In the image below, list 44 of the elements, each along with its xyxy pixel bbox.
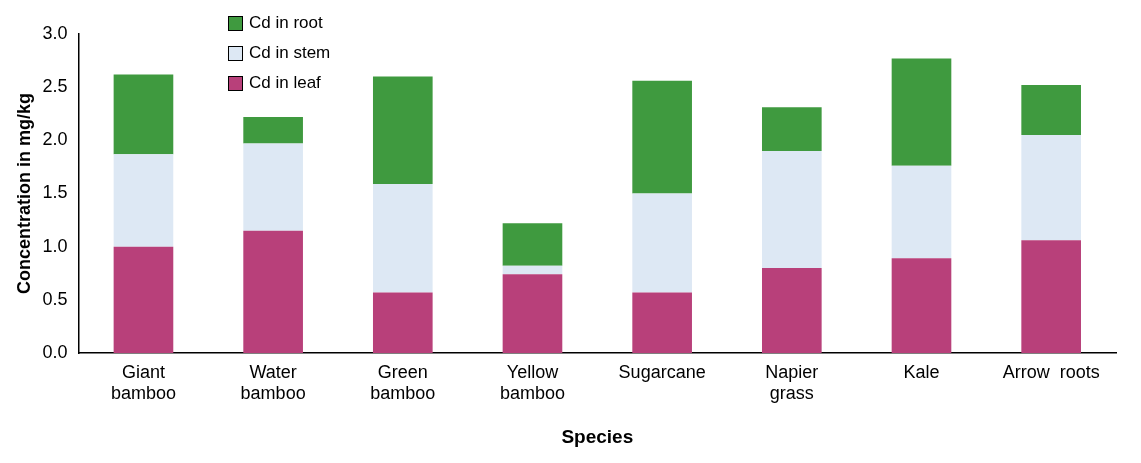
legend-label: Cd in stem	[249, 42, 331, 64]
bar	[891, 258, 952, 353]
bar	[372, 183, 433, 293]
y-axis-title: Concentration in mg/kg	[13, 92, 34, 295]
x-tick-label: Kale	[903, 361, 940, 382]
x-tick-label: Arrow roots	[1002, 361, 1100, 382]
bar	[243, 116, 303, 144]
bar	[632, 193, 692, 293]
bar	[502, 265, 563, 275]
bar	[113, 154, 174, 247]
bar	[762, 107, 822, 151]
legend-label: Cd in root	[249, 12, 323, 34]
bar	[1021, 85, 1081, 136]
bar	[762, 267, 822, 353]
bar	[113, 246, 174, 353]
bar	[243, 143, 303, 231]
y-tick-label: 3.0	[42, 22, 68, 43]
y-tick-label: 0.5	[42, 288, 68, 309]
x-tick-label: Giant bamboo	[110, 361, 176, 404]
bar	[372, 76, 433, 184]
bar	[502, 274, 563, 353]
x-tick-label: Sugarcane	[618, 361, 706, 382]
y-tick-label: 1.5	[42, 182, 68, 203]
bar	[891, 58, 952, 166]
x-tick-label: Yellow bamboo	[499, 361, 566, 404]
bar	[502, 223, 563, 266]
legend-label: Cd in leaf	[249, 72, 321, 94]
x-tick-label: Green bamboo	[370, 361, 436, 404]
y-tick-label: 2.5	[42, 76, 68, 97]
bar	[632, 80, 692, 194]
bar	[891, 165, 952, 259]
y-tick-label: 0.0	[42, 341, 68, 362]
bar	[632, 292, 692, 353]
bar	[113, 74, 174, 155]
x-axis-title: Species	[561, 425, 634, 447]
bar	[1021, 240, 1081, 353]
bar	[243, 230, 303, 353]
bar	[1021, 135, 1081, 241]
y-tick-label: 2.0	[42, 129, 68, 150]
y-tick-label: 1.0	[42, 235, 68, 256]
x-tick-label: Napier grass	[765, 361, 819, 404]
bar	[372, 292, 433, 353]
bar	[762, 150, 822, 268]
x-tick-label: Water bamboo	[240, 361, 306, 404]
